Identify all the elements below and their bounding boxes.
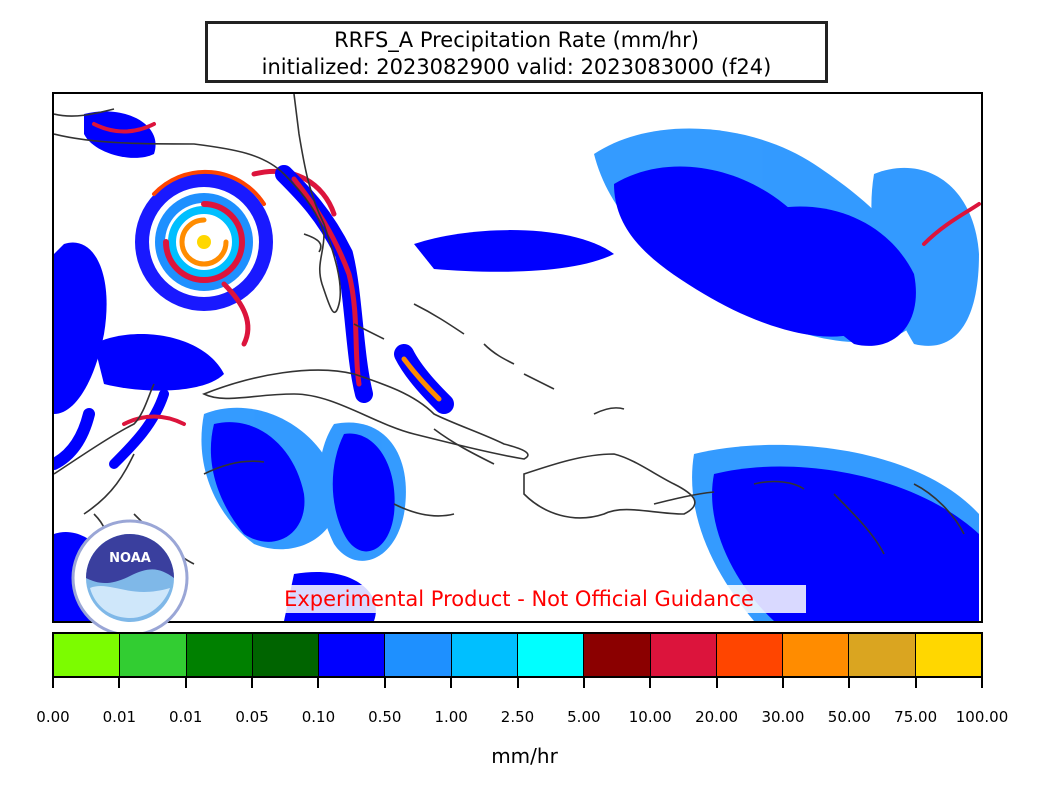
colorbar-tick-label: 100.00 <box>955 708 1009 726</box>
colorbar-swatch <box>252 634 320 676</box>
colorbar-tick <box>450 678 453 688</box>
colorbar-tick <box>649 678 652 688</box>
hurricane-spiral <box>135 168 337 347</box>
colorbar-tick <box>52 678 54 688</box>
colorbar-tick-label: 1.00 <box>434 708 468 726</box>
colorbar <box>52 632 983 678</box>
title-line-2: initialized: 2023082900 valid: 202308300… <box>261 55 772 79</box>
colorbar-tick <box>118 678 121 688</box>
colorbar-tick-label: 2.50 <box>500 708 535 726</box>
colorbar-tick-label: 0.50 <box>368 708 402 726</box>
colorbar-ticks <box>52 678 983 688</box>
colorbar-tick <box>516 678 519 688</box>
colorbar-tick <box>317 678 320 688</box>
colorbar-swatch <box>849 634 916 676</box>
disclaimer-text: Experimental Product - Not Official Guid… <box>232 585 806 613</box>
map-title: RRFS_A Precipitation Rate (mm/hr) initia… <box>205 21 828 83</box>
noaa-logo-text: NOAA <box>109 551 151 566</box>
colorbar-tick-label: 75.00 <box>894 708 938 726</box>
colorbar-tick-label: 0.05 <box>235 708 269 726</box>
colorbar-swatch <box>319 634 386 676</box>
colorbar-tick <box>914 678 917 688</box>
colorbar-unit-label: mm/hr <box>491 744 558 768</box>
colorbar-tick-label: 0.01 <box>102 708 137 726</box>
colorbar-tick <box>251 678 254 688</box>
colorbar-swatch <box>517 634 585 676</box>
colorbar-tick-label: 5.00 <box>567 708 601 726</box>
title-line-1: RRFS_A Precipitation Rate (mm/hr) <box>334 28 699 52</box>
colorbar-tick <box>781 678 784 688</box>
colorbar-tick-label: 0.10 <box>301 708 336 726</box>
coastlines <box>54 94 965 565</box>
colorbar-swatch <box>120 634 187 676</box>
precipitation-map <box>52 92 983 623</box>
noaa-logo-icon: NOAA <box>70 518 190 638</box>
colorbar-swatch <box>385 634 452 676</box>
colorbar-tick-label: 10.00 <box>628 708 672 726</box>
colorbar-tick-label: 50.00 <box>827 708 871 726</box>
colorbar-swatch <box>783 634 850 676</box>
colorbar-tick-label: 20.00 <box>695 708 739 726</box>
colorbar-swatch <box>584 634 651 676</box>
colorbar-tick <box>582 678 585 688</box>
colorbar-tick <box>715 678 718 688</box>
colorbar-tick-label: 0.00 <box>36 708 70 726</box>
colorbar-swatch <box>186 634 253 676</box>
colorbar-swatch <box>716 634 784 676</box>
colorbar-swatch <box>915 634 981 676</box>
colorbar-tick <box>848 678 851 688</box>
colorbar-tick-label: 0.01 <box>169 708 203 726</box>
colorbar-tick-label: 30.00 <box>761 708 805 726</box>
rain-bands <box>54 122 981 470</box>
colorbar-tick <box>383 678 386 688</box>
colorbar-swatch <box>54 634 121 676</box>
colorbar-swatch <box>451 634 518 676</box>
map-canvas <box>54 94 981 621</box>
colorbar-tick <box>981 678 983 688</box>
colorbar-tick <box>184 678 187 688</box>
colorbar-swatch <box>650 634 717 676</box>
